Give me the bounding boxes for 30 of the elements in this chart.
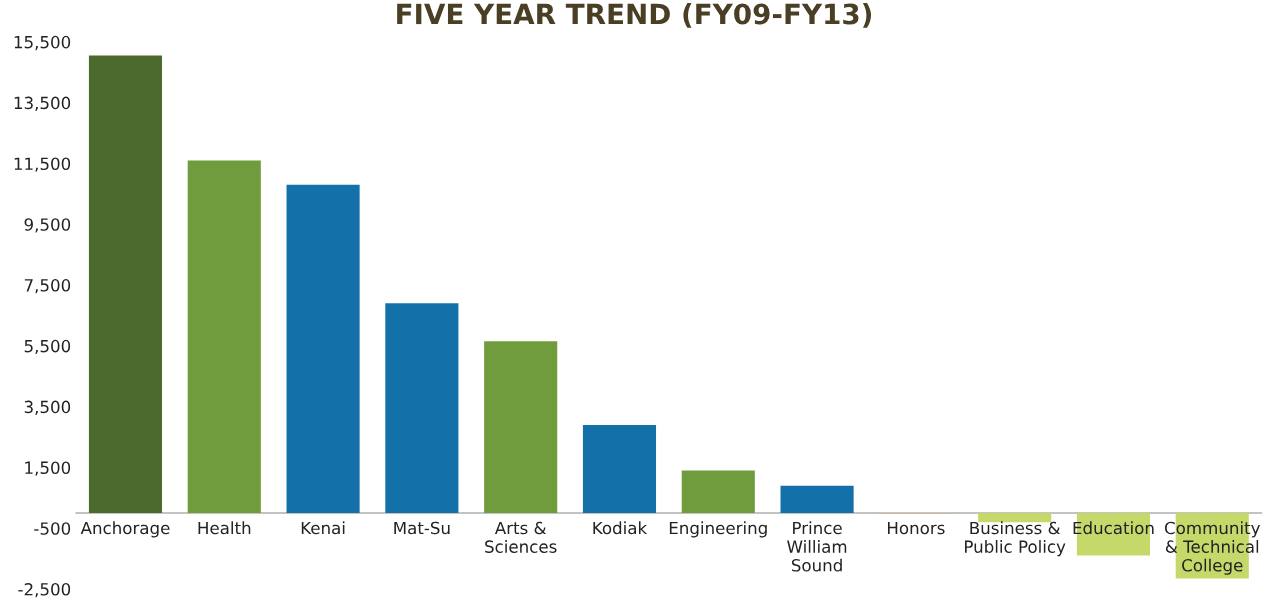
x-tick-label: Honors — [887, 521, 945, 535]
x-tick-label: Anchorage — [80, 521, 170, 538]
bar — [484, 341, 558, 514]
y-tick-label: 7,500 — [24, 279, 71, 294]
x-tick-label: Mat-Su — [394, 521, 450, 535]
x-tick-label: Health — [198, 521, 251, 535]
y-tick-label: 5,500 — [24, 339, 71, 355]
chart-title: FIVE YEAR TREND (FY09-FY13) — [397, 3, 872, 28]
bar — [582, 424, 657, 514]
y-tick-label: 1,500 — [25, 461, 71, 476]
bar — [88, 55, 163, 514]
y-tick-label: -2,500 — [18, 582, 71, 598]
bar — [187, 160, 261, 514]
bar — [681, 470, 755, 514]
bar — [780, 485, 854, 514]
bar — [286, 184, 360, 514]
x-tick-label: Business & Public Policy — [965, 521, 1066, 557]
bar — [385, 303, 459, 514]
y-tick-label: 13,500 — [14, 96, 71, 111]
x-tick-label: Kodiak — [593, 521, 648, 535]
y-tick-label: 3,500 — [24, 400, 71, 415]
y-tick-label: -500 — [34, 522, 71, 535]
x-tick-label: Prince William Sound — [787, 521, 847, 572]
y-tick-label: 9,500 — [24, 218, 71, 233]
x-tick-label: Kenai — [301, 521, 345, 535]
bar — [978, 513, 1052, 523]
x-tick-label: Engineering — [669, 521, 767, 538]
y-tick-label: 15,500 — [14, 35, 71, 51]
x-tick-label: Arts & Sciences — [485, 521, 557, 553]
y-tick-label: 11,500 — [14, 157, 71, 172]
